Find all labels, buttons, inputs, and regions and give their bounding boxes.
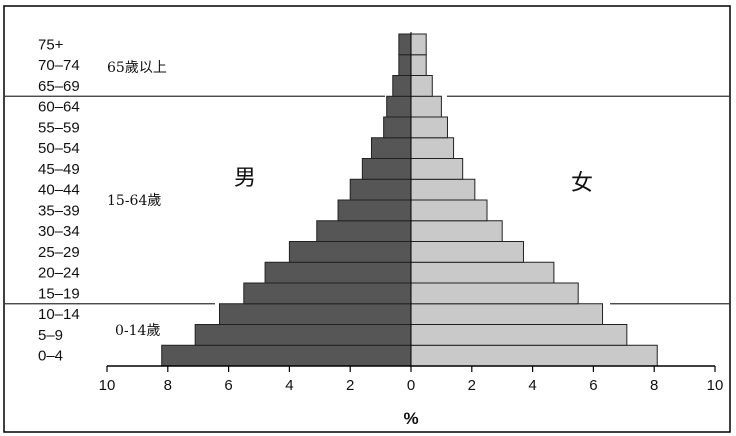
age-tick-label: 40–44: [38, 182, 80, 199]
age-tick-label: 15–19: [38, 285, 80, 302]
female-bar-8: [410, 178, 476, 201]
male-bar-7: [337, 199, 412, 222]
x-tick-label: 4: [285, 377, 293, 394]
age-tick-label: 30–34: [38, 223, 80, 240]
age-group-65-plus: 65歲以上: [107, 60, 167, 76]
age-group-15-64: 15-64歲: [107, 193, 161, 209]
female-bar-4: [410, 261, 555, 284]
female-bar-12: [410, 95, 442, 118]
age-tick-label: 45–49: [38, 161, 80, 178]
x-tick-label: 10: [707, 377, 724, 394]
x-tick-label: 6: [589, 377, 597, 394]
female-label: 女: [571, 171, 593, 196]
female-bar-7: [410, 199, 488, 222]
age-tick-label: 50–54: [38, 140, 80, 157]
female-bar-10: [410, 137, 455, 159]
age-tick-label: 75+: [38, 36, 64, 53]
male-bar-2: [218, 303, 412, 325]
x-tick-label: 0: [407, 377, 415, 394]
male-bar-9: [361, 158, 412, 180]
female-bar-5: [410, 241, 524, 263]
x-axis-unit-label: %: [403, 409, 418, 428]
male-label: 男: [234, 166, 256, 191]
x-tick-label: 8: [650, 377, 658, 394]
male-bar-10: [370, 137, 412, 159]
age-group-0-14: 0-14歲: [115, 323, 160, 339]
x-tick-label: 10: [99, 377, 116, 394]
female-bar-1: [410, 324, 628, 346]
age-tick-label: 55–59: [38, 119, 80, 136]
male-bar-0: [161, 344, 412, 367]
age-tick-label: 10–14: [38, 306, 80, 323]
male-bar-4: [264, 261, 412, 284]
age-tick-label: 0–4: [38, 348, 63, 365]
female-bar-15: [410, 33, 427, 56]
female-bar-14: [410, 54, 427, 76]
x-tick-label: 2: [468, 377, 476, 394]
x-tick-label: 6: [224, 377, 232, 394]
female-bar-13: [410, 75, 433, 97]
age-tick-label: 60–64: [38, 99, 80, 116]
male-bar-5: [288, 241, 412, 263]
x-tick-label: 4: [528, 377, 536, 394]
x-tick-label: 2: [346, 377, 354, 394]
female-bar-3: [410, 282, 579, 305]
male-bar-11: [383, 116, 412, 139]
female-bar-0: [410, 344, 658, 367]
female-bar-9: [410, 158, 464, 180]
male-bar-1: [194, 324, 412, 346]
male-bar-14: [398, 54, 412, 76]
age-tick-label: 35–39: [38, 202, 80, 219]
male-bar-3: [243, 282, 412, 305]
female-bar-2: [410, 303, 604, 325]
age-tick-label: 65–69: [38, 78, 80, 95]
male-bar-13: [392, 75, 412, 97]
female-bar-11: [410, 116, 448, 139]
male-bar-15: [398, 33, 412, 56]
age-tick-label: 25–29: [38, 244, 80, 261]
male-bar-6: [316, 220, 412, 242]
age-tick-label: 70–74: [38, 57, 80, 74]
age-tick-label: 5–9: [38, 327, 63, 344]
x-tick-label: 8: [164, 377, 172, 394]
age-tick-label: 20–24: [38, 265, 80, 282]
male-bar-12: [386, 95, 412, 118]
female-bar-6: [410, 220, 503, 242]
male-bar-8: [349, 178, 412, 201]
